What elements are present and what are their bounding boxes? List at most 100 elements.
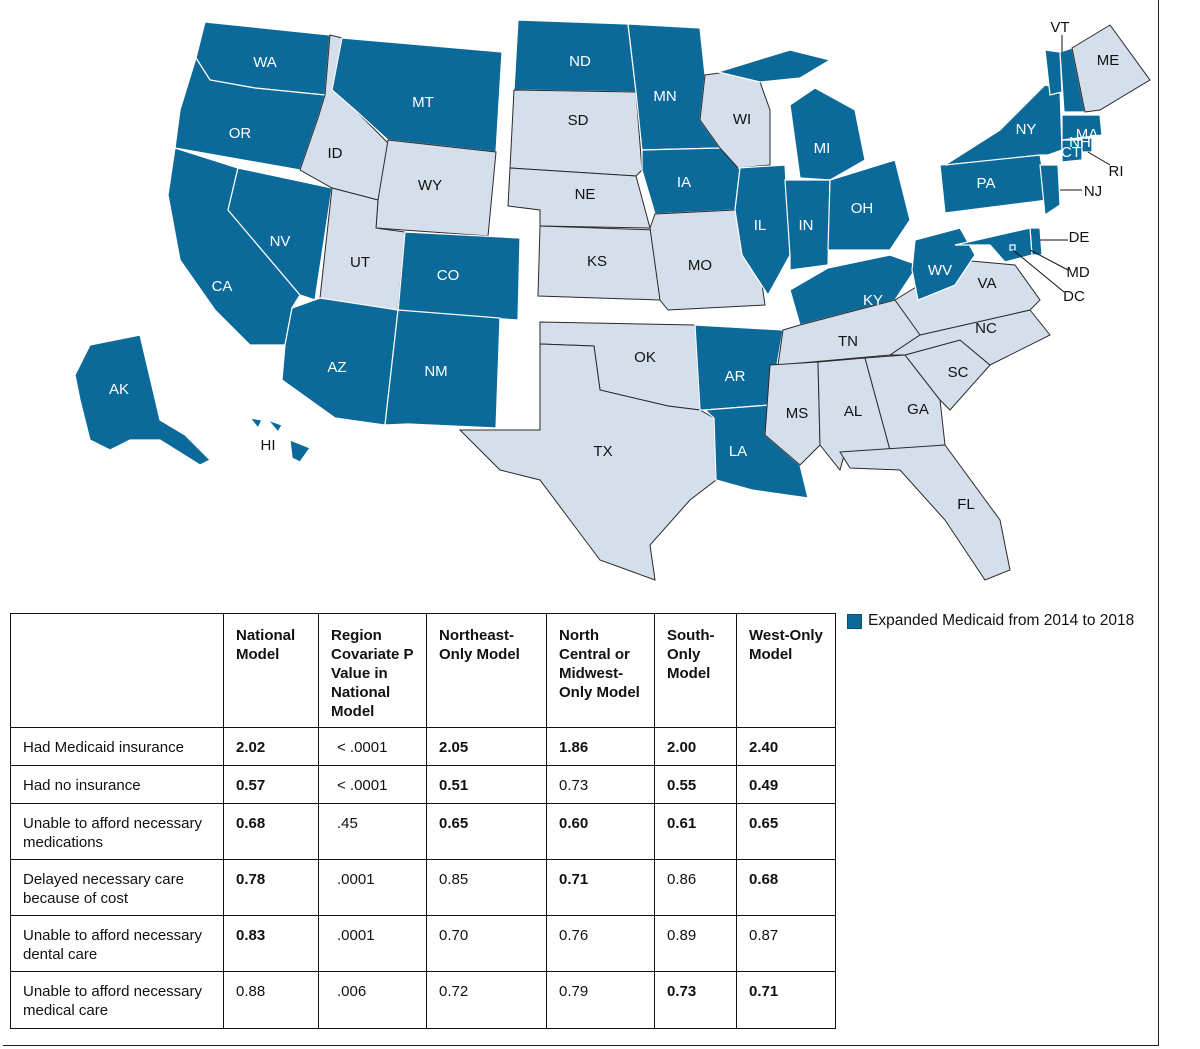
table-cell: .0001 bbox=[318, 915, 427, 972]
state-label-ma: MA bbox=[1076, 126, 1099, 143]
state-ct bbox=[1061, 139, 1083, 163]
table-row: Unable to afford necessary medications 0.… bbox=[10, 803, 836, 860]
table-cell: .006 bbox=[318, 971, 427, 1029]
state-label-dc: DC bbox=[1063, 288, 1085, 305]
state-label-nv: NV bbox=[270, 233, 291, 250]
table-cell: 0.88 bbox=[223, 971, 319, 1029]
state-label-ny: NY bbox=[1016, 121, 1037, 138]
table-cell: 0.68 bbox=[223, 803, 319, 860]
state-label-wi: WI bbox=[733, 111, 751, 128]
row-label: Had Medicaid insurance bbox=[10, 727, 224, 766]
table-cell: 0.86 bbox=[654, 859, 737, 916]
state-label-ia: IA bbox=[677, 174, 691, 191]
state-label-az: AZ bbox=[327, 359, 346, 376]
table-cell: 0.71 bbox=[736, 971, 836, 1029]
table-cell: 2.05 bbox=[426, 727, 547, 766]
state-md bbox=[954, 227, 1033, 263]
table-cell: 0.55 bbox=[654, 765, 737, 804]
table-cell: 0.49 bbox=[736, 765, 836, 804]
state-fl bbox=[839, 444, 1011, 581]
row-label: Had no insurance bbox=[10, 765, 224, 804]
us-medicaid-expansion-map: WA OR CA NV ID MT WY UT CO AZ NM ND SD NE KS OK TX MN IA MO… bbox=[74, 19, 1151, 581]
table-cell: 0.60 bbox=[546, 803, 655, 860]
state-label-nd: ND bbox=[569, 53, 591, 70]
state-label-co: CO bbox=[437, 267, 460, 284]
state-label-mn: MN bbox=[653, 88, 676, 105]
table-cell: 0.71 bbox=[546, 859, 655, 916]
table-cell: 2.40 bbox=[736, 727, 836, 766]
table-row: Unable to afford necessary dental care 0.… bbox=[10, 915, 836, 972]
row-label: Unable to afford necessary medications bbox=[10, 803, 224, 860]
header-south: South-Only Model bbox=[654, 613, 737, 728]
state-label-tn: TN bbox=[838, 333, 858, 350]
state-wy bbox=[375, 139, 497, 237]
table-cell: 0.73 bbox=[654, 971, 737, 1029]
table-row: Had Medicaid insurance 2.02 < .0001 2.05 1.8… bbox=[10, 727, 836, 766]
state-mi bbox=[715, 49, 866, 181]
state-label-nj: NJ bbox=[1084, 183, 1102, 200]
state-nj bbox=[1039, 164, 1061, 217]
state-label-mi: MI bbox=[814, 140, 831, 157]
state-vt bbox=[1044, 49, 1063, 96]
state-label-ar: AR bbox=[725, 368, 746, 385]
state-label-ak: AK bbox=[109, 381, 129, 398]
state-ms bbox=[764, 361, 821, 466]
state-label-ga: GA bbox=[907, 401, 929, 418]
table-cell: 0.68 bbox=[736, 859, 836, 916]
table-cell: 0.73 bbox=[546, 765, 655, 804]
table-cell: 0.76 bbox=[546, 915, 655, 972]
header-west: West-Only Model bbox=[736, 613, 836, 728]
table-cell: 0.61 bbox=[654, 803, 737, 860]
state-label-la: LA bbox=[729, 443, 747, 460]
table-row: Had no insurance 0.57 < .0001 0.51 0.73 0.55 0… bbox=[10, 765, 836, 804]
table-row: Delayed necessary care because of cost 0.… bbox=[10, 859, 836, 916]
state-label-ne: NE bbox=[575, 186, 596, 203]
state-in bbox=[784, 179, 831, 271]
table-cell: < .0001 bbox=[318, 727, 427, 766]
state-label-vt: VT bbox=[1050, 19, 1069, 36]
legend-swatch-expanded bbox=[847, 613, 862, 629]
table-row: Unable to afford necessary medical care 0… bbox=[10, 971, 836, 1029]
state-label-sc: SC bbox=[948, 364, 969, 381]
state-ak bbox=[74, 334, 212, 466]
state-label-ok: OK bbox=[634, 349, 656, 366]
table-cell: 0.65 bbox=[426, 803, 547, 860]
row-label: Delayed necessary care because of cost bbox=[10, 859, 224, 916]
state-tx bbox=[458, 343, 717, 581]
state-label-ca: CA bbox=[212, 278, 233, 295]
state-label-ks: KS bbox=[587, 253, 607, 270]
table-cell: 0.72 bbox=[426, 971, 547, 1029]
state-label-ms: MS bbox=[786, 405, 809, 422]
state-oh bbox=[827, 159, 911, 251]
state-nv bbox=[227, 167, 333, 301]
table-cell: 0.85 bbox=[426, 859, 547, 916]
state-label-in: IN bbox=[799, 217, 814, 234]
table-cell: 0.89 bbox=[654, 915, 737, 972]
map-legend: Expanded Medicaid from 2014 to 2018 bbox=[847, 612, 1134, 630]
state-label-md: MD bbox=[1066, 264, 1089, 281]
table-cell: 0.70 bbox=[426, 915, 547, 972]
header-blank bbox=[10, 613, 224, 728]
leader-line-md bbox=[1029, 249, 1069, 271]
state-label-oh: OH bbox=[851, 200, 874, 217]
state-sd bbox=[509, 89, 643, 177]
table-cell: 0.87 bbox=[736, 915, 836, 972]
table-cell: 1.86 bbox=[546, 727, 655, 766]
state-label-me: ME bbox=[1097, 52, 1120, 69]
state-ny bbox=[944, 84, 1063, 166]
legend-label: Expanded Medicaid from 2014 to 2018 bbox=[868, 612, 1135, 629]
figure-frame bbox=[3, 0, 1159, 1046]
state-label-ct: CT bbox=[1061, 144, 1081, 161]
table-cell: 0.51 bbox=[426, 765, 547, 804]
state-dc bbox=[1009, 244, 1016, 251]
state-label-ut: UT bbox=[350, 254, 370, 271]
state-wv bbox=[911, 227, 976, 301]
state-label-nm: NM bbox=[424, 363, 447, 380]
table-cell: 2.02 bbox=[223, 727, 319, 766]
table-cell: .45 bbox=[318, 803, 427, 860]
state-label-nh: NH bbox=[1069, 134, 1091, 151]
state-label-or: OR bbox=[229, 125, 252, 142]
state-label-wy: WY bbox=[418, 177, 442, 194]
table-cell: 0.57 bbox=[223, 765, 319, 804]
state-label-nc: NC bbox=[975, 320, 997, 337]
